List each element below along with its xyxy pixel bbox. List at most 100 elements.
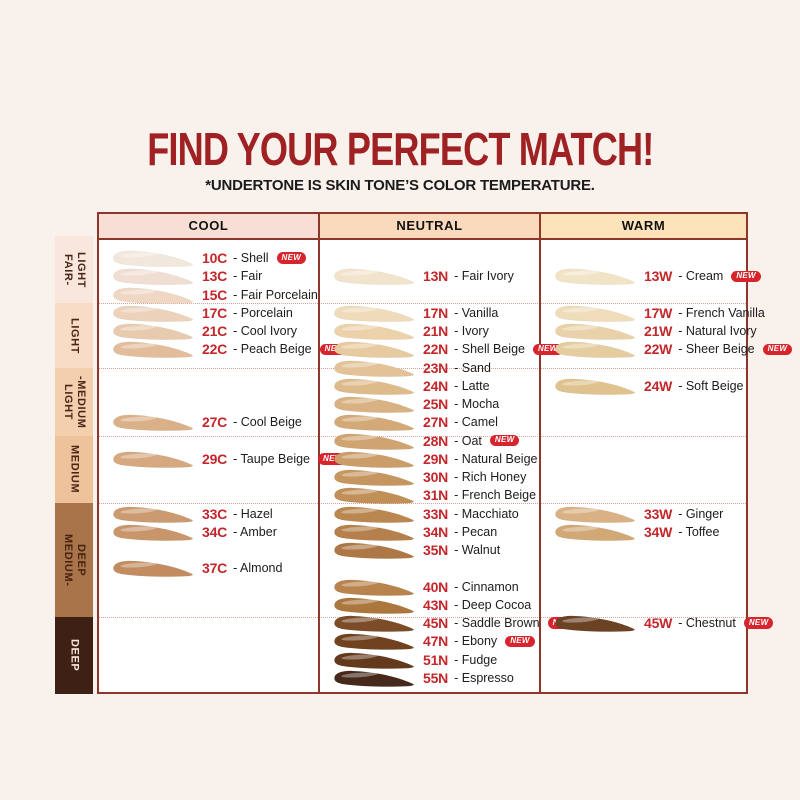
shade-name: - Rich Honey: [454, 470, 527, 484]
shade-name: - Chestnut: [678, 616, 736, 630]
shade-row-55n: 55N - Espresso: [320, 668, 539, 687]
shade-code: 34N: [423, 523, 449, 540]
shade-name: - Porcelain: [233, 305, 293, 320]
shade-swatch: [113, 323, 193, 340]
shade-name: - Fudge: [454, 652, 498, 667]
shade-swatch: [334, 378, 414, 395]
shade-name: - Cool Ivory: [233, 324, 297, 338]
shade-row-28n: 28N - Oat NEW: [320, 431, 539, 450]
shade-code: 17N: [423, 304, 449, 321]
row-separator: [99, 436, 746, 437]
new-badge: NEW: [319, 343, 350, 355]
shade-swatch: [334, 652, 414, 669]
shade-code: 43N: [423, 596, 449, 613]
shade-code: 45N: [423, 615, 449, 631]
new-badge: NEW: [276, 252, 307, 264]
column-cool: 10C - Shell NEW 13C - Fair 15C - Fair Porcelai…: [99, 240, 350, 692]
shade-name: - Cinnamon: [454, 579, 519, 594]
depth-label-text: MEDIUM- DEEP: [62, 533, 87, 587]
shade-code: 15C: [202, 286, 228, 303]
shade-swatch: [113, 506, 193, 523]
shade-swatch: [555, 305, 635, 322]
shade-table: COOL NEUTRAL WARM 10C - Shell NEW 13C - Fair 15…: [97, 212, 793, 694]
shade-name: - Deep Cocoa: [454, 597, 532, 612]
shade-row-21w: 21W - Natural Ivory: [541, 322, 757, 341]
new-badge: NEW: [318, 453, 348, 465]
shade-swatch: [334, 633, 414, 651]
shade-name: - Ginger: [678, 506, 724, 521]
shade-code: 23N: [423, 359, 449, 376]
shade-code: 35N: [423, 542, 449, 558]
shade-name: - Fair Porcelain: [233, 287, 318, 302]
shade-name: - Saddle Brown: [454, 616, 540, 630]
new-badge: NEW: [489, 434, 520, 447]
shade-row-27n: 27N - Camel: [320, 413, 539, 432]
shade-swatch: [555, 323, 635, 340]
undertone-header-neutral: NEUTRAL: [318, 214, 539, 238]
shade-swatch: [334, 524, 414, 541]
page-title-wrap: FIND YOUR PERFECT MATCH!: [0, 124, 800, 176]
shade-row-21n: 21N - Ivory: [320, 322, 539, 341]
shade-row-29c: 29C - Taupe Beige NEW: [99, 449, 348, 468]
shade-code: 27N: [423, 414, 449, 431]
shade-code: 30N: [423, 469, 449, 485]
shade-row-13w: 13W - Cream NEW: [541, 267, 761, 286]
shade-swatch: [334, 360, 414, 377]
shade-swatch: [334, 451, 414, 468]
shade-row-34n: 34N - Pecan: [320, 522, 539, 541]
shade-swatch: [555, 524, 635, 541]
shade-name: - Ivory: [454, 324, 489, 338]
shade-name: - French Beige: [454, 488, 537, 503]
shade-name: - Natural Beige: [454, 451, 538, 466]
shade-swatch: [113, 524, 193, 541]
shade-row-25n: 25N - Mocha: [320, 395, 539, 414]
depth-label-light: LIGHT: [55, 303, 93, 368]
shade-name: - Sand: [454, 360, 491, 375]
shade-row-17w: 17W - French Vanilla: [541, 303, 765, 322]
shade-name: - Shell Beige: [454, 342, 525, 357]
shade-code: 33W: [644, 505, 673, 522]
shade-code: 24N: [423, 377, 449, 394]
shade-name: - Peach Beige: [233, 342, 312, 357]
column-divider: [318, 240, 320, 692]
shade-code: 47N: [423, 633, 449, 650]
row-separator: [99, 617, 746, 618]
undertone-header-warm: WARM: [539, 214, 746, 238]
shade-swatch: [113, 250, 193, 267]
column-neutral: 13N - Fair Ivory 17N - Vanilla 21N - Ivory 22N…: [320, 240, 578, 692]
shade-row-22w: 22W - Sheer Beige NEW: [541, 340, 793, 359]
shade-code: 40N: [423, 578, 449, 595]
shade-row-24n: 24N - Latte: [320, 376, 539, 395]
shade-code: 13N: [423, 268, 449, 285]
shade-match-chart: FAIR- LIGHT LIGHT LIGHT -MEDIUM MEDIUM MEDIU…: [55, 212, 793, 694]
shade-name: - Mocha: [454, 397, 500, 411]
shade-swatch: [334, 433, 414, 450]
shade-row-33w: 33W - Ginger: [541, 504, 746, 523]
shade-row-17n: 17N - Vanilla: [320, 303, 539, 322]
shade-row-10c: 10C - Shell NEW: [99, 249, 318, 268]
shade-code: 29C: [202, 450, 228, 467]
shade-swatch: [334, 579, 414, 596]
shade-code: 21C: [202, 323, 228, 339]
shade-row-23n: 23N - Sand: [320, 358, 539, 377]
new-badge: NEW: [762, 343, 793, 355]
shade-name: - Toffee: [678, 524, 720, 539]
shade-code: 29N: [423, 450, 449, 467]
shade-code: 17C: [202, 304, 228, 321]
depth-label-text: LIGHT: [68, 317, 81, 354]
undertone-header-cool: COOL: [99, 214, 318, 238]
shade-swatch: [113, 305, 193, 322]
shade-swatch: [334, 469, 414, 486]
shade-name: - Amber: [233, 524, 277, 539]
shade-swatch: [555, 506, 635, 523]
column-divider: [539, 240, 541, 692]
depth-label-text: MEDIUM: [68, 445, 81, 494]
shade-code: 22W: [644, 341, 673, 358]
shade-name: - Fair: [233, 269, 263, 284]
shade-code: 13C: [202, 268, 228, 285]
shade-row-43n: 43N - Deep Cocoa: [320, 595, 539, 614]
shade-code: 55N: [423, 669, 449, 686]
shade-name: - Vanilla: [454, 305, 499, 320]
shade-name: - Sheer Beige: [678, 342, 755, 357]
shade-code: 17W: [644, 304, 673, 321]
